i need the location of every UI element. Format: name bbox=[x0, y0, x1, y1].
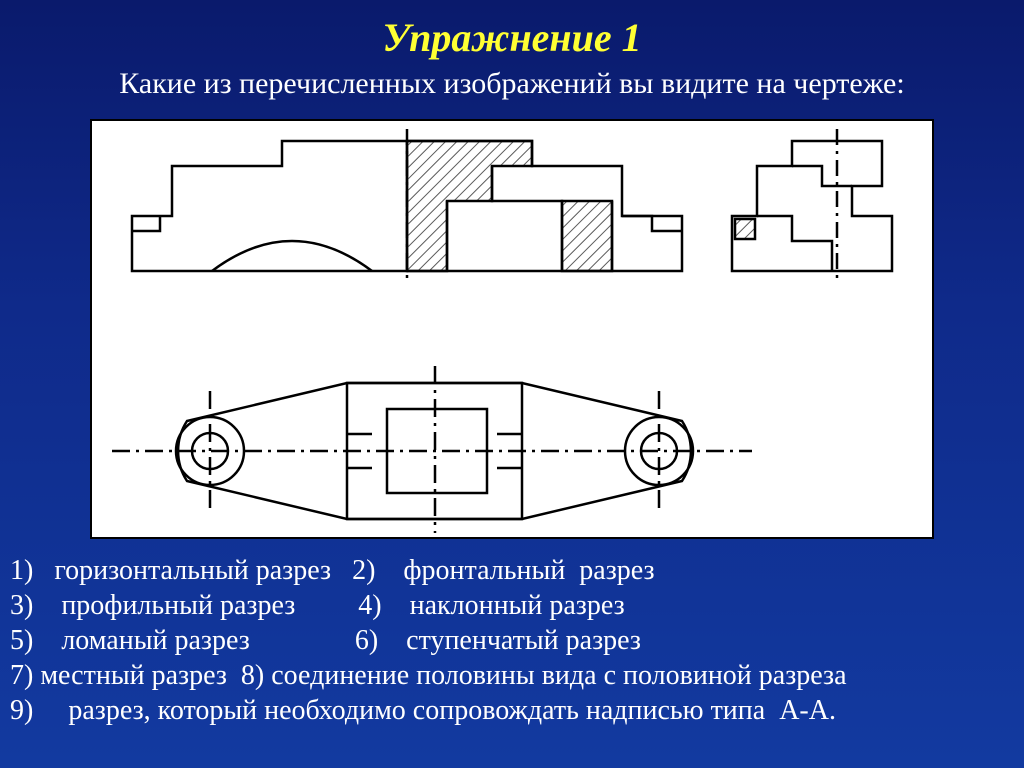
side-view bbox=[732, 129, 892, 281]
front-view bbox=[132, 129, 682, 281]
drawing-svg bbox=[92, 121, 932, 537]
top-view bbox=[112, 366, 752, 533]
drawing-figure bbox=[90, 119, 934, 539]
option-row-5: 9) разрез, который необходимо сопровожда… bbox=[10, 693, 1016, 728]
answer-options: 1) горизонтальный разрез 2) фронтальный … bbox=[0, 539, 1024, 728]
option-row-4: 7) местный разрез 8) соединение половины… bbox=[10, 658, 1016, 693]
option-row-2: 3) профильный разрез 4) наклонный разрез bbox=[10, 588, 1016, 623]
slide: Упражнение 1 Какие из перечисленных изоб… bbox=[0, 0, 1024, 768]
option-row-1: 1) горизонтальный разрез 2) фронтальный … bbox=[10, 553, 1016, 588]
slide-subtitle: Какие из перечисленных изображений вы ви… bbox=[0, 67, 1024, 101]
slide-title: Упражнение 1 bbox=[0, 0, 1024, 61]
option-row-3: 5) ломаный разрез 6) ступенчатый разрез bbox=[10, 623, 1016, 658]
